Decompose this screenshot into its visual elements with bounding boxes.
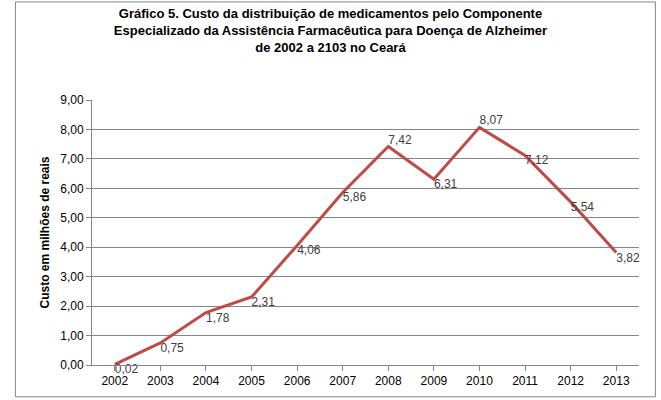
svg-text:7,00: 7,00: [60, 152, 84, 166]
svg-text:2002: 2002: [101, 374, 128, 388]
svg-text:6,00: 6,00: [60, 182, 84, 196]
svg-text:0,75: 0,75: [160, 341, 184, 355]
svg-text:2003: 2003: [147, 374, 174, 388]
svg-text:4,00: 4,00: [60, 240, 84, 254]
svg-text:1,78: 1,78: [206, 311, 230, 325]
svg-text:Gráfico 5. Custo da distribuiç: Gráfico 5. Custo da distribuição de medi…: [114, 6, 547, 55]
svg-text:7,12: 7,12: [525, 153, 549, 167]
svg-text:3,00: 3,00: [60, 270, 84, 284]
svg-text:2012: 2012: [557, 374, 584, 388]
svg-text:2007: 2007: [329, 374, 356, 388]
svg-text:2009: 2009: [421, 374, 448, 388]
svg-text:5,00: 5,00: [60, 211, 84, 225]
svg-text:4,06: 4,06: [297, 243, 321, 257]
svg-text:2005: 2005: [238, 374, 265, 388]
svg-text:5,54: 5,54: [571, 200, 595, 214]
svg-text:0,02: 0,02: [115, 362, 139, 376]
svg-text:8,00: 8,00: [60, 123, 84, 137]
svg-text:2,31: 2,31: [252, 295, 276, 309]
svg-text:6,31: 6,31: [434, 177, 458, 191]
svg-text:9,00: 9,00: [60, 93, 84, 107]
svg-text:2011: 2011: [512, 374, 538, 388]
svg-text:2004: 2004: [193, 374, 220, 388]
svg-text:2010: 2010: [466, 374, 493, 388]
svg-text:2,00: 2,00: [60, 299, 84, 313]
svg-text:8,07: 8,07: [479, 113, 503, 127]
svg-text:7,42: 7,42: [388, 133, 412, 147]
svg-text:5,86: 5,86: [343, 190, 367, 204]
svg-text:2006: 2006: [284, 374, 311, 388]
svg-text:1,00: 1,00: [60, 329, 84, 343]
svg-text:0,00: 0,00: [60, 358, 84, 372]
svg-text:2008: 2008: [375, 374, 402, 388]
svg-text:Custo em milhões de reais: Custo em milhões de reais: [38, 156, 52, 308]
svg-text:2013: 2013: [603, 374, 630, 388]
svg-text:3,82: 3,82: [616, 251, 640, 265]
